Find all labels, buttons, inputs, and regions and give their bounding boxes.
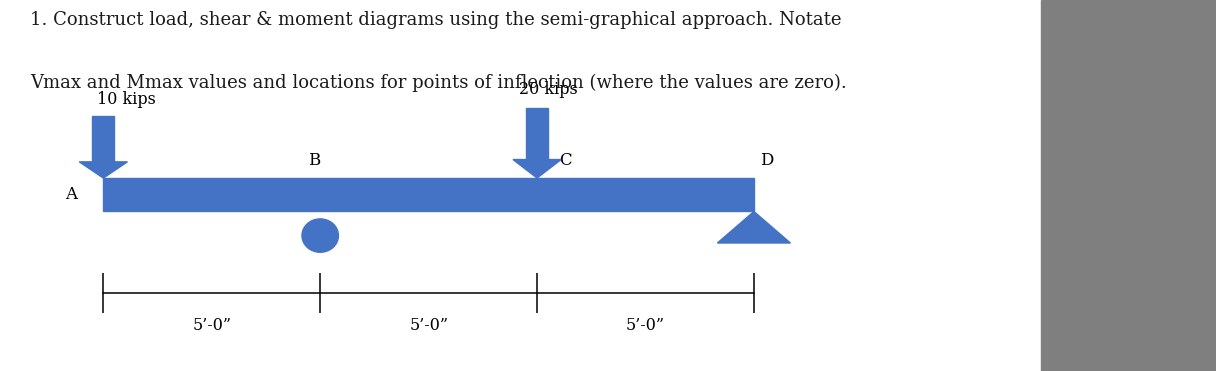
Bar	[1041, 0, 1216, 371]
Text: Vmax and Mmax values and locations for points of inflection (where the values ar: Vmax and Mmax values and locations for p…	[30, 74, 848, 92]
Ellipse shape	[302, 219, 338, 252]
Text: 5’-0”: 5’-0”	[626, 317, 665, 334]
Bar	[527, 108, 548, 160]
Text: 20 kips: 20 kips	[519, 81, 578, 98]
Polygon shape	[717, 211, 790, 243]
Bar	[92, 116, 114, 162]
Text: B: B	[308, 152, 320, 169]
Text: 5’-0”: 5’-0”	[409, 317, 449, 334]
Text: 1. Construct load, shear & moment diagrams using the semi-graphical approach. No: 1. Construct load, shear & moment diagra…	[30, 11, 841, 29]
Polygon shape	[79, 162, 128, 178]
Text: C: C	[559, 152, 572, 169]
Text: 10 kips: 10 kips	[97, 91, 156, 108]
Bar	[103, 178, 754, 211]
Text: A: A	[64, 186, 77, 203]
Text: D: D	[760, 152, 773, 169]
Text: 5’-0”: 5’-0”	[192, 317, 231, 334]
Polygon shape	[513, 160, 561, 178]
